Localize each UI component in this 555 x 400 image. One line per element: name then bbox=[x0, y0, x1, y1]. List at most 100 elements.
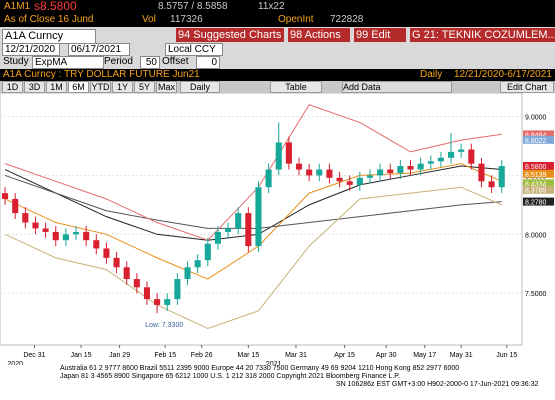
candle-body bbox=[417, 163, 424, 170]
candle-body bbox=[397, 166, 404, 174]
footer-line: Japan 81 3 4565 8900 Singapore 65 6212 1… bbox=[60, 373, 401, 380]
price-tag bbox=[523, 197, 554, 206]
x-tick-label: Jan 15 bbox=[71, 352, 92, 359]
as-of: As of Close 16 Jund bbox=[4, 14, 94, 25]
study-select[interactable]: ExpMA bbox=[32, 56, 104, 69]
period-button[interactable]: 1D bbox=[2, 81, 23, 93]
candle-body bbox=[93, 240, 100, 249]
suggested-button[interactable]: 94 Suggested Charts bbox=[176, 28, 284, 42]
footer-line: Australia 61 2 9777 8600 Brazil 5511 239… bbox=[60, 365, 460, 372]
x-tick-label: May 31 bbox=[450, 352, 473, 359]
currency-select[interactable]: Local CCY bbox=[165, 43, 223, 56]
candle-body bbox=[458, 149, 465, 152]
price-tag-label: 8.4334 bbox=[525, 181, 547, 188]
x-tick-label: Apr 30 bbox=[376, 352, 397, 359]
period-button[interactable]: Max bbox=[156, 81, 177, 93]
last-price: s8.5800 bbox=[34, 0, 77, 13]
candle-body bbox=[468, 149, 475, 164]
vol: 117326 bbox=[170, 14, 203, 25]
start-date[interactable]: 12/21/2020 bbox=[2, 43, 60, 56]
candle-body bbox=[2, 193, 9, 199]
candle-body bbox=[154, 299, 161, 305]
price-tag-label: 8.8022 bbox=[525, 138, 547, 145]
price-tag-label: 8.5139 bbox=[525, 172, 547, 179]
price-tag-label: 8.2780 bbox=[525, 200, 547, 207]
table-button[interactable]: Table bbox=[270, 81, 322, 93]
period-menu[interactable]: Daily bbox=[180, 81, 220, 93]
candle-body bbox=[133, 279, 140, 288]
price-tag bbox=[523, 179, 554, 188]
candle-body bbox=[265, 169, 272, 188]
price-tag bbox=[523, 130, 554, 139]
candle-body bbox=[174, 279, 181, 300]
candle-body bbox=[194, 260, 201, 268]
candle-body bbox=[306, 169, 313, 176]
add-data[interactable]: Add Data bbox=[342, 81, 452, 93]
security-input[interactable]: A1A Curncy bbox=[2, 29, 96, 44]
period-button[interactable]: 6M bbox=[68, 81, 89, 93]
x-tick-label: Jun 15 bbox=[496, 352, 517, 359]
y-tick-label: 9.0000 bbox=[525, 115, 547, 122]
candle-body bbox=[285, 142, 292, 164]
candle-body bbox=[478, 163, 485, 182]
bid-ask: 8.5757 / 8.5858 bbox=[158, 1, 228, 12]
period-button[interactable]: 1Y bbox=[112, 81, 133, 93]
quote-bar bbox=[0, 0, 555, 27]
candle-body bbox=[255, 187, 262, 247]
candle-body bbox=[336, 177, 343, 182]
period-label: Period bbox=[104, 56, 133, 67]
period-button[interactable]: 5Y bbox=[134, 81, 155, 93]
frequency: Daily bbox=[420, 69, 443, 80]
offset-input[interactable]: 0 bbox=[196, 56, 220, 69]
candle-body bbox=[204, 243, 211, 261]
candle-body bbox=[235, 213, 242, 229]
price-tag bbox=[523, 169, 554, 178]
offset-label: Offset bbox=[162, 56, 189, 67]
candle-body bbox=[427, 161, 434, 164]
y-tick-label: 7.5000 bbox=[525, 291, 547, 298]
candle-body bbox=[12, 198, 19, 214]
candle-body bbox=[346, 181, 353, 185]
candle-body bbox=[366, 175, 374, 178]
x-tick-label: Mar 31 bbox=[285, 352, 307, 359]
candle-body bbox=[387, 169, 394, 174]
chart-header bbox=[0, 69, 555, 81]
price-tag-label: 8.5800 bbox=[525, 164, 547, 171]
oi: 722828 bbox=[330, 14, 364, 25]
period-input[interactable]: 50 bbox=[140, 56, 160, 69]
period-button[interactable]: YTD bbox=[90, 81, 111, 93]
x-tick-label: May 17 bbox=[413, 352, 436, 359]
candle-body bbox=[326, 169, 333, 178]
actions-button[interactable]: 98 Actions bbox=[288, 28, 350, 42]
period-button[interactable]: 1M bbox=[46, 81, 67, 93]
edit-chart[interactable]: Edit Chart bbox=[500, 81, 554, 93]
candle-body bbox=[143, 287, 151, 300]
price-tag-label: 8.3785 bbox=[525, 188, 547, 195]
x-tick-label: Feb 26 bbox=[191, 352, 213, 359]
study-line bbox=[4, 186, 502, 330]
footer-line: SN 106286z EST GMT+3:00 H902-2000-0 17-J… bbox=[336, 381, 539, 388]
candle-body bbox=[113, 257, 120, 268]
candle-body bbox=[377, 169, 384, 176]
candle-body bbox=[437, 157, 444, 162]
end-date[interactable]: 06/17/2021 bbox=[68, 43, 130, 56]
candle-body bbox=[62, 234, 69, 241]
candle-body bbox=[103, 248, 110, 258]
candle-body bbox=[52, 231, 59, 241]
date-span: 12/21/2020-6/17/2021 bbox=[454, 69, 552, 80]
year-label: 2020 bbox=[7, 361, 23, 365]
edit-button[interactable]: 99 Edit bbox=[354, 28, 406, 42]
period-button[interactable]: 3D bbox=[24, 81, 45, 93]
x-tick-label: Mar 15 bbox=[237, 352, 259, 359]
candle-body bbox=[295, 163, 303, 170]
candle-body bbox=[488, 181, 495, 188]
candle-body bbox=[32, 222, 39, 229]
candle-body bbox=[498, 166, 505, 188]
candle-body bbox=[83, 231, 90, 241]
oi-label: OpenInt bbox=[278, 14, 314, 25]
candle-body bbox=[22, 213, 29, 223]
footer bbox=[0, 365, 555, 400]
study-label: Study bbox=[3, 56, 29, 67]
candle-body bbox=[42, 228, 49, 232]
